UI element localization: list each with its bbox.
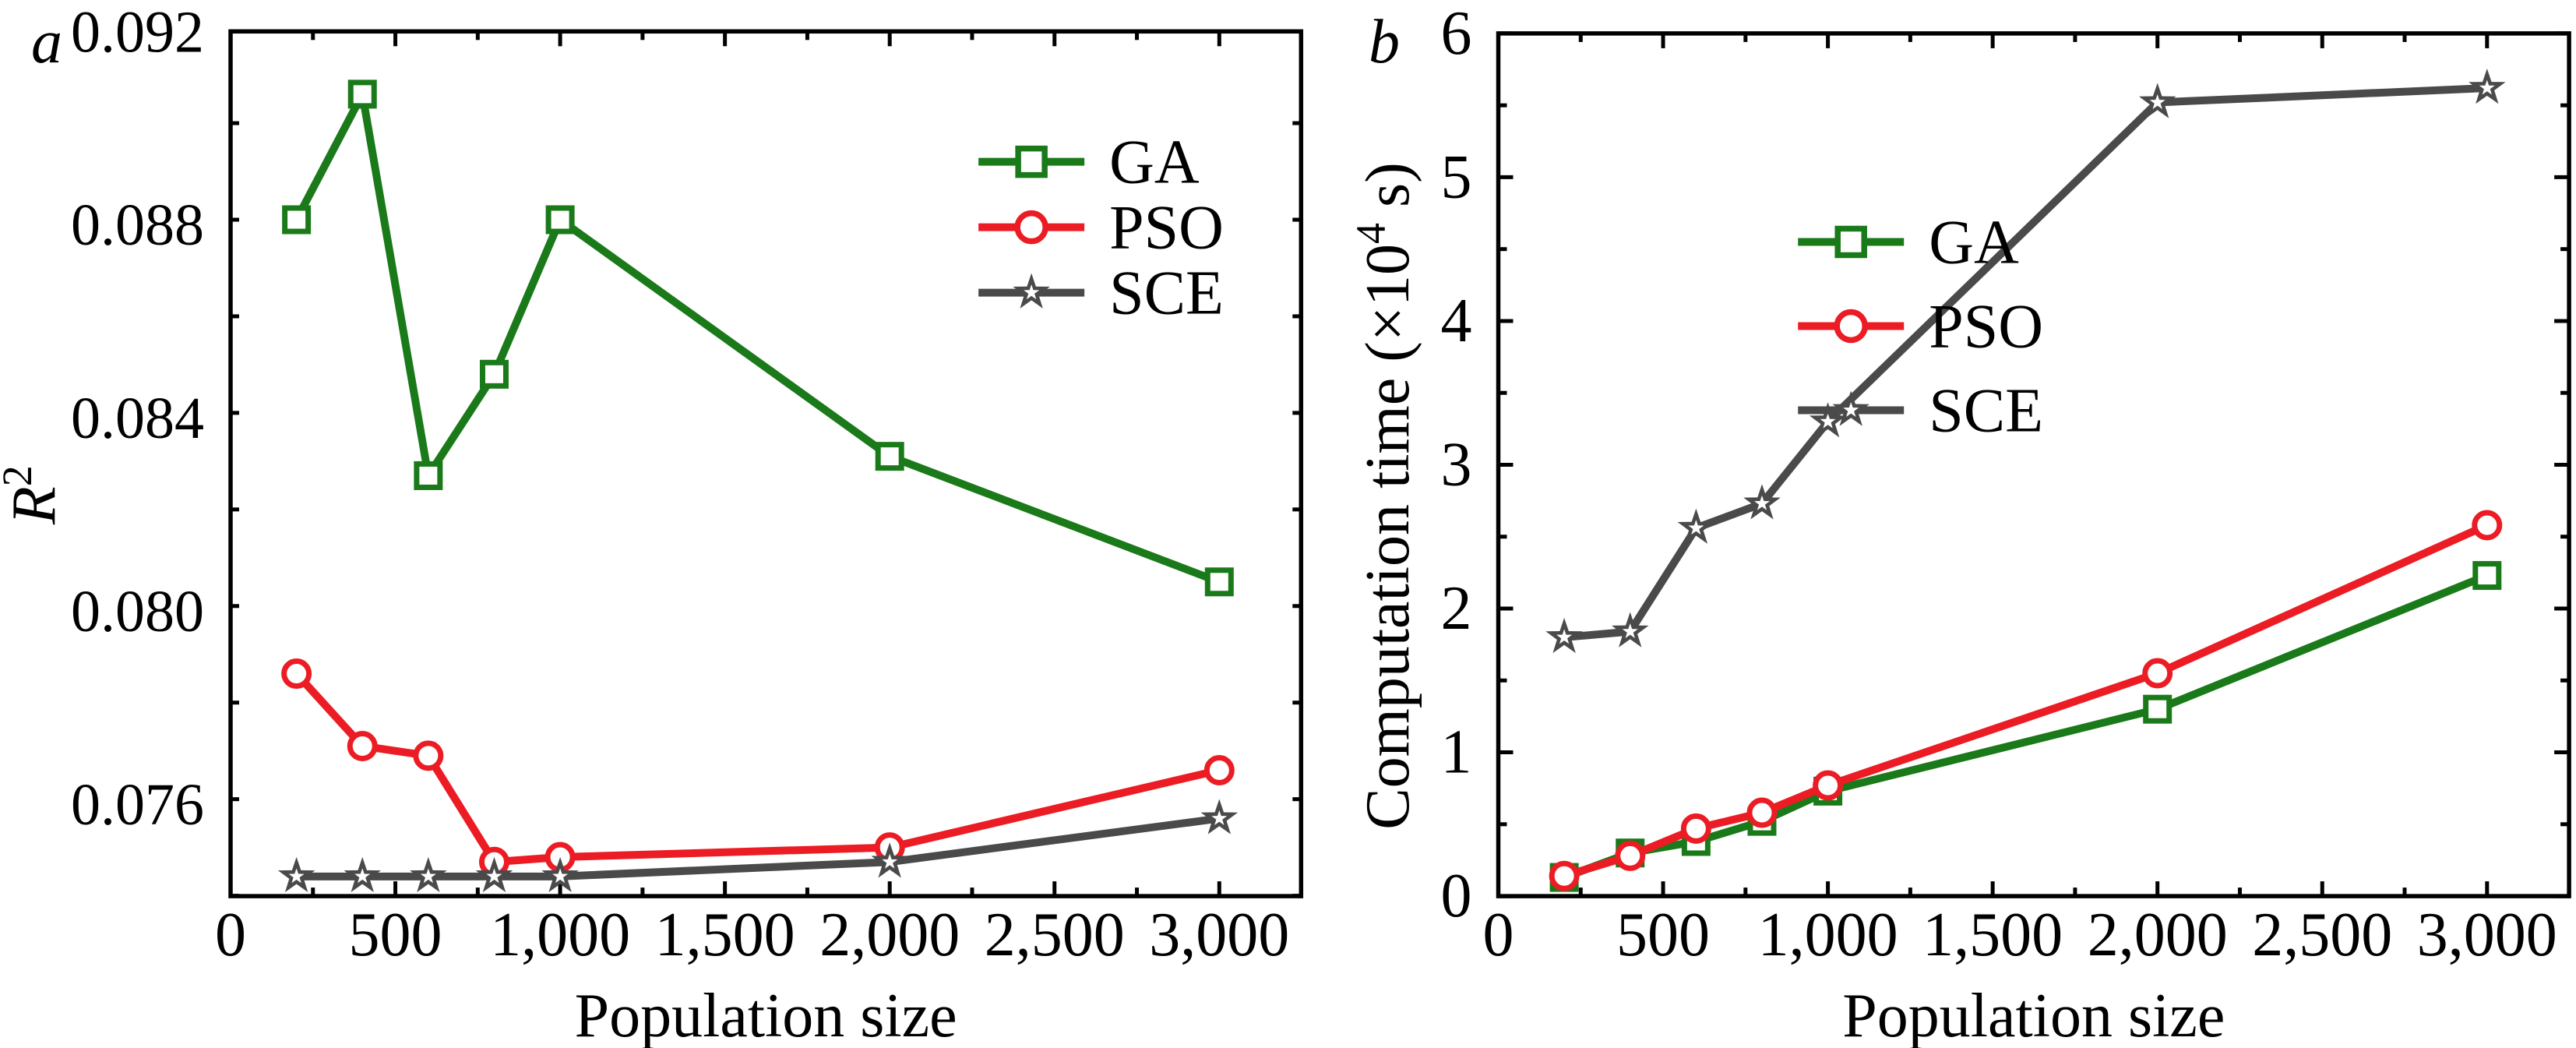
svg-text:0: 0: [1441, 862, 1472, 930]
svg-text:2: 2: [1441, 574, 1472, 643]
svg-text:a: a: [31, 8, 62, 76]
svg-text:GA: GA: [1929, 208, 2019, 277]
svg-text:0: 0: [1483, 901, 1514, 969]
svg-text:1,000: 1,000: [1758, 901, 1898, 969]
svg-text:5: 5: [1441, 143, 1472, 211]
svg-text:2,000: 2,000: [2088, 901, 2228, 969]
svg-text:0: 0: [215, 901, 246, 969]
svg-text:2,500: 2,500: [2252, 901, 2392, 969]
svg-text:b: b: [1369, 8, 1400, 76]
svg-text:3: 3: [1441, 430, 1472, 499]
svg-text:Population size: Population size: [1842, 982, 2225, 1048]
svg-text:0.076: 0.076: [71, 772, 204, 838]
svg-text:500: 500: [349, 901, 442, 969]
svg-text:1,000: 1,000: [490, 901, 630, 969]
svg-text:Computation time (×104 s): Computation time (×104 s): [1348, 162, 1422, 830]
svg-text:0.084: 0.084: [71, 386, 204, 451]
svg-text:PSO: PSO: [1109, 194, 1224, 263]
svg-text:500: 500: [1616, 901, 1710, 969]
svg-text:6: 6: [1441, 0, 1472, 68]
svg-text:1,500: 1,500: [655, 901, 795, 969]
svg-text:0.088: 0.088: [71, 192, 204, 258]
svg-text:3,000: 3,000: [2417, 901, 2557, 969]
svg-text:3,000: 3,000: [1149, 901, 1289, 969]
svg-text:SCE: SCE: [1109, 259, 1224, 328]
svg-text:0.092: 0.092: [71, 0, 204, 65]
svg-text:0.080: 0.080: [71, 579, 204, 644]
svg-text:SCE: SCE: [1929, 376, 2043, 445]
svg-text:1: 1: [1441, 718, 1472, 787]
svg-text:1,500: 1,500: [1922, 901, 2063, 969]
svg-text:PSO: PSO: [1929, 292, 2043, 361]
svg-text:2,000: 2,000: [819, 901, 960, 969]
svg-text:4: 4: [1441, 287, 1472, 355]
svg-text:GA: GA: [1109, 129, 1200, 197]
svg-text:2,500: 2,500: [985, 901, 1125, 969]
svg-text:Population size: Population size: [575, 982, 957, 1048]
